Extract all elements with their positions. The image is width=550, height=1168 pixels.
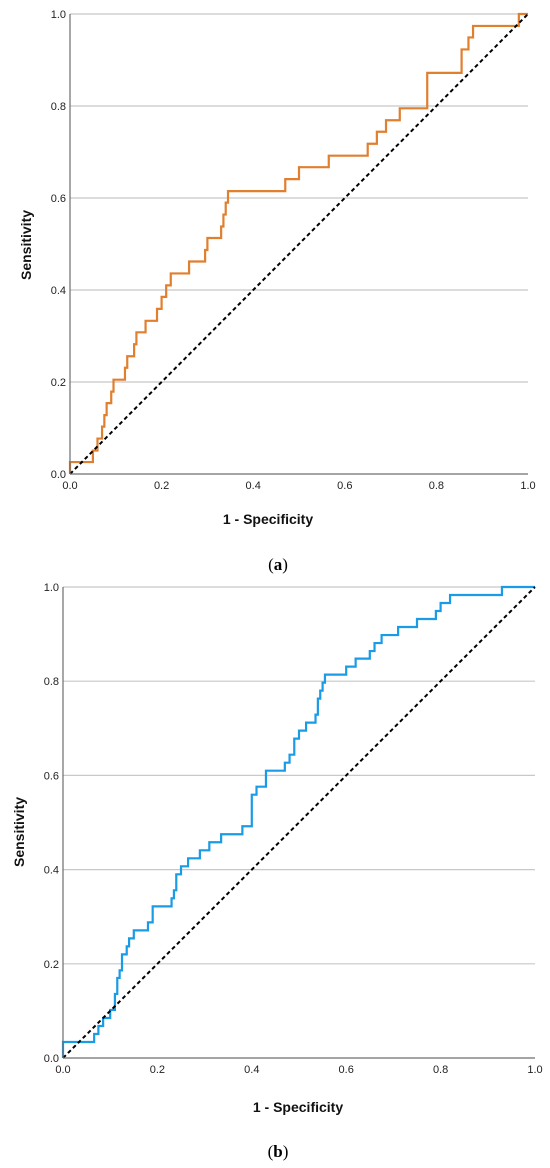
gridlines-b — [63, 586, 535, 965]
x-tick-label-a-0: 0.0 — [62, 480, 77, 492]
x-tick-label-b-1: 0.2 — [150, 1064, 165, 1076]
roc-curve-b — [61, 585, 535, 1058]
y-tick-label-b-0: 0.0 — [44, 1053, 59, 1065]
roc-chart-a: 0.0 0.2 0.4 0.6 0.8 1.0 0.0 0.2 0.4 0.6 0.8 1.0 1 -… — [18, 9, 536, 574]
y-tick-label-b-3: 0.6 — [44, 770, 59, 782]
x-tick-label-a-5: 1.0 — [520, 480, 535, 492]
caption-b: (b) — [268, 1142, 289, 1161]
y-tick-label-b-2: 0.4 — [44, 865, 59, 877]
y-tick-label-a-3: 0.6 — [51, 193, 66, 205]
x-tick-label-a-3: 0.6 — [337, 480, 352, 492]
roc-curve-a — [68, 12, 528, 474]
axes-a — [69, 14, 528, 475]
reference-line-a — [69, 13, 529, 475]
x-tick-label-a-2: 0.4 — [246, 480, 261, 492]
y-tick-label-a-2: 0.4 — [51, 285, 66, 297]
y-tick-label-b-1: 0.2 — [44, 959, 59, 971]
x-axis-title-a: 1 - Specificity — [223, 511, 313, 527]
x-tick-label-b-5: 1.0 — [527, 1064, 542, 1076]
y-axis-title-b: Sensitivity — [11, 797, 27, 867]
tick-labels-a: 0.0 0.2 0.4 0.6 0.8 1.0 0.0 0.2 0.4 0.6 0.8 1.0 — [51, 9, 536, 492]
x-axis-title-b: 1 - Specificity — [253, 1099, 343, 1115]
y-tick-label-b-5: 1.0 — [44, 582, 59, 594]
roc-chart-b: 0.0 0.2 0.4 0.6 0.8 1.0 0.0 0.2 0.4 0.6 0.8 1.0 1 -… — [11, 582, 543, 1161]
y-tick-label-a-1: 0.2 — [51, 377, 66, 389]
tick-labels-b: 0.0 0.2 0.4 0.6 0.8 1.0 0.0 0.2 0.4 0.6 0.8 1.0 — [44, 582, 543, 1076]
x-tick-label-b-0: 0.0 — [55, 1064, 70, 1076]
y-tick-label-a-4: 0.8 — [51, 101, 66, 113]
y-tick-label-a-0: 0.0 — [51, 469, 66, 481]
gridlines-a — [70, 13, 528, 383]
reference-line-b — [62, 586, 536, 1059]
y-axis-title-a: Sensitivity — [18, 210, 34, 280]
series-group-b — [61, 585, 536, 1059]
x-tick-label-a-1: 0.2 — [154, 480, 169, 492]
x-tick-label-b-4: 0.8 — [433, 1064, 448, 1076]
y-tick-label-b-4: 0.8 — [44, 676, 59, 688]
caption-a: (a) — [268, 555, 288, 574]
x-tick-label-b-2: 0.4 — [244, 1064, 259, 1076]
series-group-a — [68, 12, 529, 475]
y-tick-label-a-5: 1.0 — [51, 9, 66, 21]
x-tick-label-a-4: 0.8 — [429, 480, 444, 492]
axes-b — [62, 587, 535, 1059]
x-tick-label-b-3: 0.6 — [339, 1064, 354, 1076]
